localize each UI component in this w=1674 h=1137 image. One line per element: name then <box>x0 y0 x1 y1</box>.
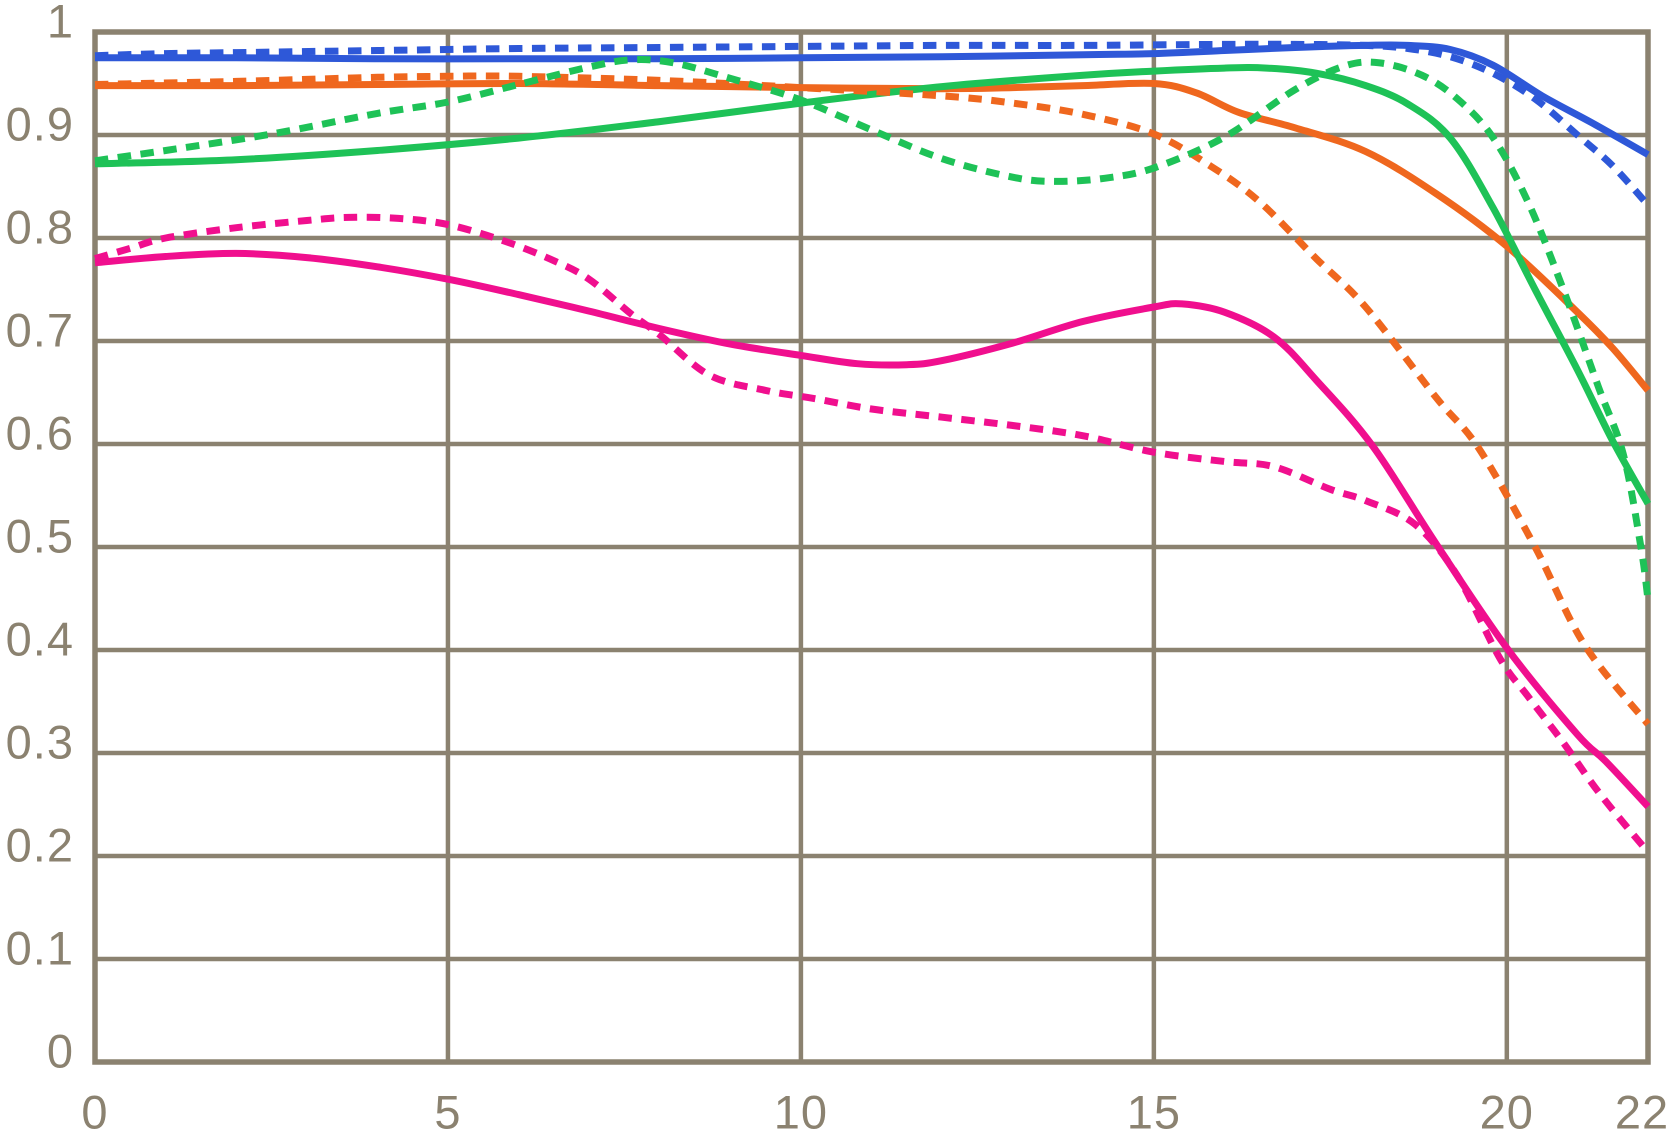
curve-orange-dashed <box>94 72 1651 727</box>
x-tick-label: 5 <box>434 1086 461 1137</box>
x-tick-label: 20 <box>1480 1086 1534 1137</box>
plot-border <box>92 29 1651 1065</box>
y-tick-label: 0.1 <box>6 922 74 975</box>
x-tick-label: 22 <box>1615 1086 1669 1137</box>
y-tick-label: 0.9 <box>6 98 74 151</box>
y-tick-label: 0.3 <box>6 716 74 769</box>
curve-green-dashed <box>94 56 1652 600</box>
y-tick-label: 0.7 <box>6 304 74 357</box>
curve-orange-solid <box>94 79 1651 393</box>
y-tick-label: 0.2 <box>6 819 74 872</box>
curve-blue-solid <box>94 41 1650 158</box>
y-tick-label: 0.5 <box>6 510 74 563</box>
y-tick-label: 0.8 <box>6 201 74 254</box>
x-tick-label: 15 <box>1127 1086 1181 1137</box>
x-tick-label: 0 <box>81 1086 108 1137</box>
x-tick-label: 10 <box>774 1086 828 1137</box>
curve-blue-dashed <box>94 40 1651 208</box>
curve-green-solid <box>94 64 1652 506</box>
curve-magenta-solid <box>94 249 1651 809</box>
curve-magenta-dashed <box>94 213 1651 855</box>
y-tick-label: 0.6 <box>6 407 74 460</box>
y-tick-label: 0 <box>47 1025 74 1078</box>
y-tick-label: 1 <box>47 0 74 48</box>
y-tick-label: 0.4 <box>6 613 74 666</box>
